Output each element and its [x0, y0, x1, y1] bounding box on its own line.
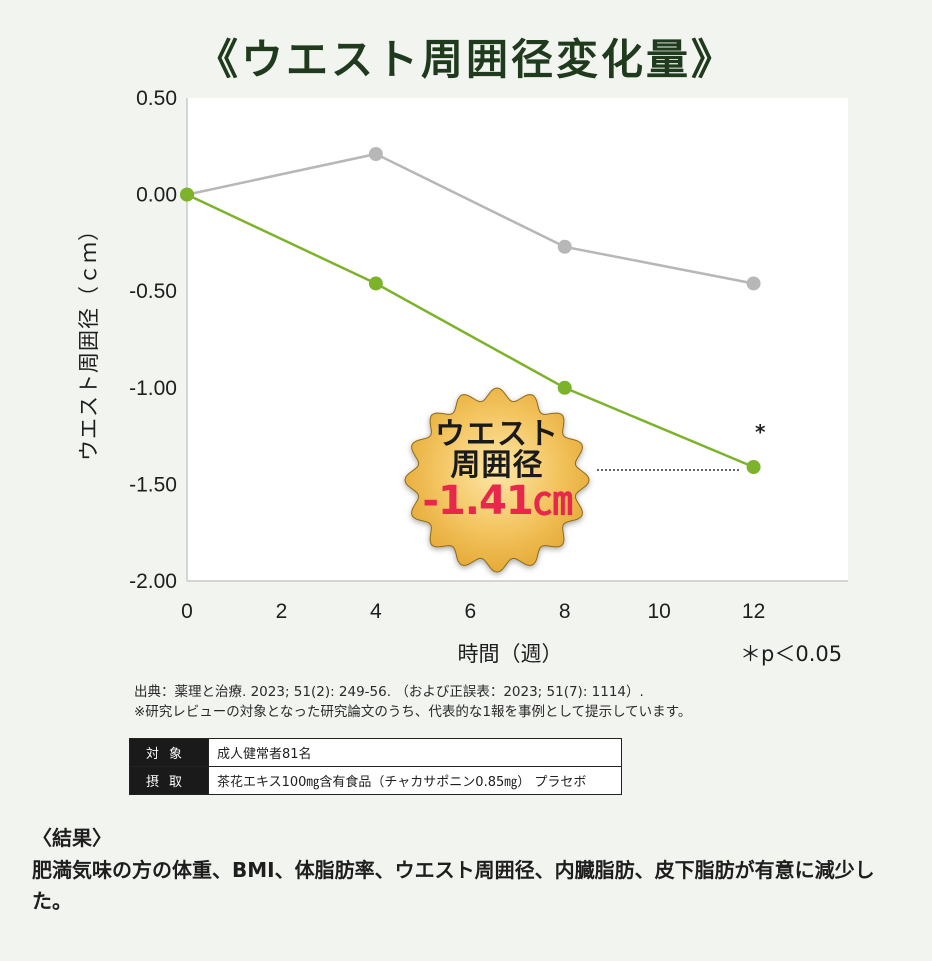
badge-line-2: 周囲径	[450, 447, 544, 483]
series-line-0	[186, 152, 754, 285]
intake-value: 茶花エキス100㎎含有食品（チャカサポニン0.85㎎） プラセボ	[208, 766, 622, 795]
series-point-0	[368, 147, 383, 162]
x-tick-label: 6	[464, 600, 476, 623]
badge-seal-icon	[404, 387, 590, 573]
page-title: 《ウエスト周囲径変化量》	[195, 35, 736, 84]
series-point-1	[368, 276, 383, 291]
series-point-1	[557, 380, 572, 395]
source-line-1: 出典：薬理と治療. 2023; 51(2): 249-56. （および正誤表：2…	[134, 684, 644, 700]
y-tick-label: -0.50	[129, 280, 177, 303]
series-line-1	[186, 193, 755, 469]
x-tick-label: 0	[181, 600, 193, 623]
series-point-1	[180, 187, 194, 202]
subject-value: 成人健常者81名	[208, 738, 622, 767]
significance-note: ＊p＜0.05	[740, 642, 843, 666]
table-row: 摂取 茶花エキス100㎎含有食品（チャカサポニン0.85㎎） プラセボ	[129, 766, 622, 795]
series-point-0	[746, 276, 761, 291]
series-layer	[180, 147, 761, 475]
significance-marker: *	[755, 420, 766, 444]
x-axis-label: 時間（週）	[457, 642, 563, 666]
badge-text: ウエスト 周囲径 -1.41㎝	[422, 417, 572, 525]
x-tick-label: 8	[559, 600, 571, 623]
series-point-0	[557, 239, 572, 254]
source-line-2: ※研究レビューの対象となった研究論文のうち、代表的な1報を事例として提示していま…	[134, 704, 692, 720]
tick-labels: 0.50 0.00 -0.50 -1.00 -1.50 -2.000 2 4 6 8 10 12	[129, 87, 765, 623]
x-tick-label: 10	[647, 600, 670, 623]
table-row: 対象 成人健常者81名	[129, 738, 622, 767]
badge-line-1: ウエスト	[434, 417, 559, 452]
source-citation: 出典：薬理と治療. 2023; 51(2): 249-56. （および正誤表：2…	[134, 682, 691, 722]
y-tick-label: 0.50	[136, 87, 177, 110]
series-point-1	[746, 460, 761, 475]
x-tick-label: 12	[742, 600, 765, 623]
y-tick-label: -2.00	[129, 570, 177, 593]
result-text: 肥満気味の方の体重、BMI、体脂肪率、ウエスト周囲径、内臓脂肪、皮下脂肪が有意に…	[32, 858, 875, 913]
intake-label: 摂取	[129, 766, 209, 795]
y-tick-label: -1.00	[129, 377, 177, 400]
badge-value: -1.41㎝	[422, 478, 572, 525]
result-heading: 〈結果〉	[32, 826, 112, 850]
y-tick-label: 0.00	[136, 184, 177, 207]
subject-label: 対象	[129, 738, 209, 767]
x-tick-label: 2	[276, 600, 288, 623]
y-tick-label: -1.50	[129, 473, 177, 496]
study-info-table: 対象 成人健常者81名 摂取 茶花エキス100㎎含有食品（チャカサポニン0.85…	[129, 738, 622, 795]
x-tick-label: 4	[370, 600, 382, 623]
y-axis-label: ウエスト周囲径（ｃｍ）	[77, 219, 101, 461]
